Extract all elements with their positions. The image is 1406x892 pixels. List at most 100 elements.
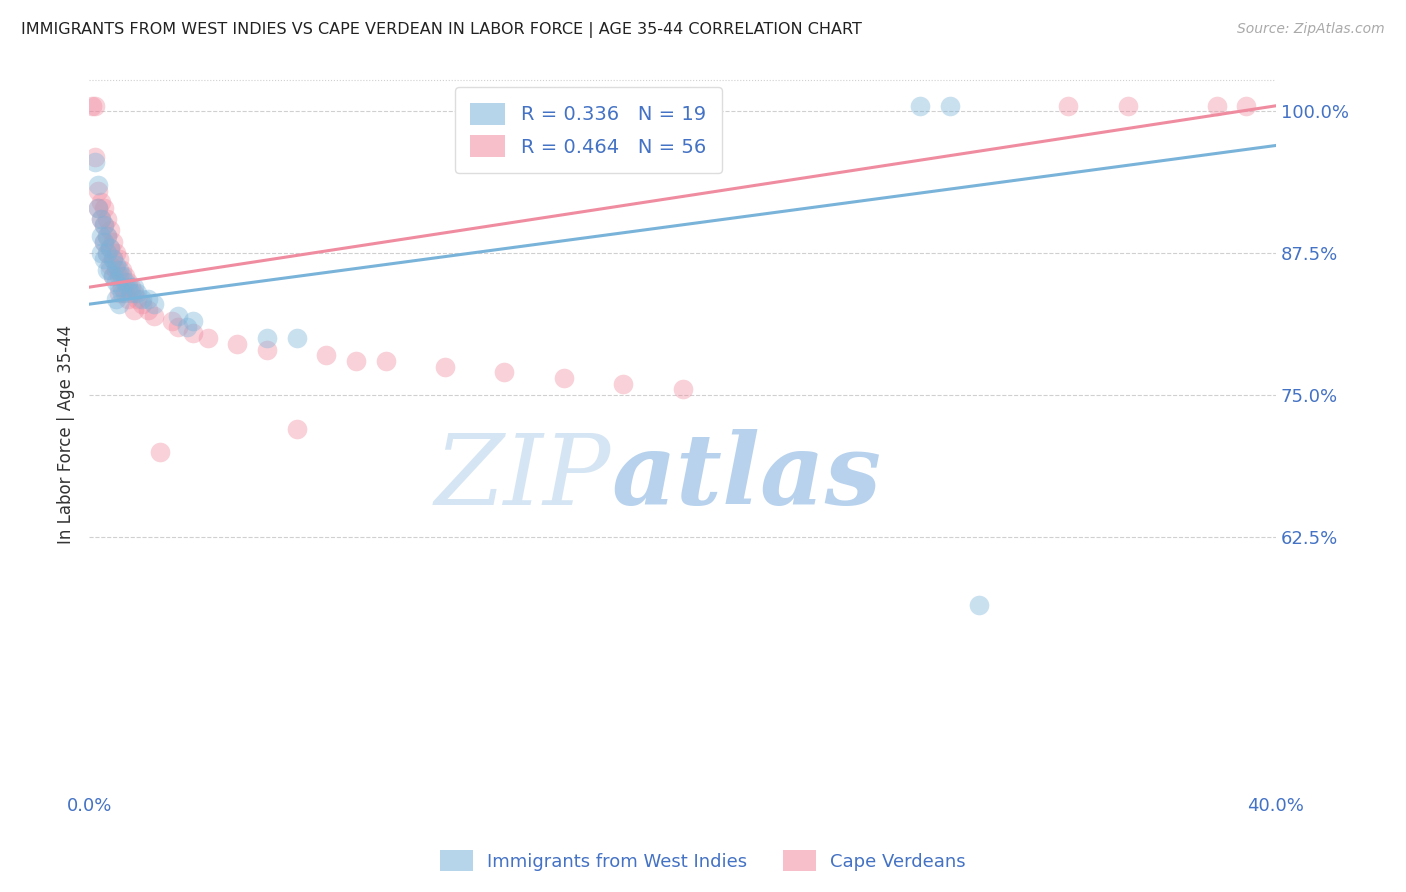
Point (285, 331, 308, 345)
Point (104, 246, 127, 260)
Point (90, 246, 112, 260)
Point (138, 302, 160, 317)
Point (256, 331, 278, 345)
Point (181, 326, 204, 340)
Point (84, 99, 107, 113)
Point (285, 422, 308, 436)
Point (143, 297, 166, 311)
Point (98, 240, 121, 254)
Point (344, 354, 367, 368)
Point (87, 201, 110, 215)
Point (107, 268, 129, 283)
Point (122, 285, 145, 300)
Point (104, 263, 127, 277)
Point (967, 598, 990, 612)
Point (84, 150, 107, 164)
Point (101, 268, 124, 283)
Point (101, 252, 124, 266)
Point (120, 280, 142, 294)
Point (434, 359, 457, 374)
Point (122, 302, 145, 317)
Point (98, 258, 121, 272)
Point (84, 155, 107, 169)
Point (908, 99, 931, 113)
Point (111, 268, 134, 283)
Point (107, 280, 129, 294)
Point (101, 252, 124, 266)
Point (138, 292, 160, 306)
Point (160, 314, 183, 328)
Point (98, 240, 121, 254)
Point (125, 285, 148, 300)
Point (111, 285, 134, 300)
Point (671, 382, 693, 396)
Point (149, 444, 172, 458)
Point (114, 268, 136, 283)
Point (1205, 99, 1227, 113)
Point (111, 263, 134, 277)
Y-axis label: In Labor Force | Age 35-44: In Labor Force | Age 35-44 (58, 325, 75, 544)
Point (90, 229, 112, 244)
Legend: Immigrants from West Indies, Cape Verdeans: Immigrants from West Indies, Cape Verdea… (433, 843, 973, 879)
Point (131, 297, 153, 311)
Point (107, 285, 129, 300)
Point (612, 376, 634, 391)
Point (117, 280, 139, 294)
Point (167, 309, 190, 323)
Point (176, 319, 198, 334)
Point (93, 235, 115, 249)
Point (107, 263, 129, 277)
Point (104, 292, 127, 306)
Point (104, 275, 127, 289)
Point (90, 212, 112, 227)
Point (98, 223, 121, 237)
Point (226, 337, 249, 351)
Point (125, 292, 148, 306)
Text: IMMIGRANTS FROM WEST INDIES VS CAPE VERDEAN IN LABOR FORCE | AGE 35-44 CORRELATI: IMMIGRANTS FROM WEST INDIES VS CAPE VERD… (21, 22, 862, 38)
Point (1057, 99, 1080, 113)
Point (90, 212, 112, 227)
Point (96, 229, 118, 244)
Point (197, 331, 219, 345)
Point (93, 252, 115, 266)
Point (80, 99, 103, 113)
Point (96, 212, 118, 227)
Point (87, 201, 110, 215)
Point (117, 275, 139, 289)
Point (114, 275, 136, 289)
Point (1234, 99, 1257, 113)
Point (93, 218, 115, 232)
Point (117, 292, 139, 306)
Point (315, 348, 337, 362)
Point (938, 99, 960, 113)
Point (96, 263, 118, 277)
Point (114, 285, 136, 300)
Point (494, 365, 516, 379)
Point (131, 292, 153, 306)
Point (107, 297, 129, 311)
Point (256, 343, 278, 357)
Point (374, 354, 396, 368)
Text: atlas: atlas (612, 429, 882, 525)
Point (93, 201, 115, 215)
Point (553, 371, 575, 385)
Point (93, 218, 115, 232)
Point (107, 252, 129, 266)
Point (96, 229, 118, 244)
Point (101, 268, 124, 283)
Point (167, 319, 190, 334)
Legend: R = 0.336   N = 19, R = 0.464   N = 56: R = 0.336 N = 19, R = 0.464 N = 56 (456, 87, 721, 173)
Point (122, 280, 145, 294)
Point (104, 258, 127, 272)
Point (120, 285, 142, 300)
Point (87, 178, 110, 193)
Point (111, 280, 134, 294)
Point (90, 195, 112, 210)
Point (87, 184, 110, 198)
Point (181, 314, 204, 328)
Point (93, 235, 115, 249)
Point (96, 246, 118, 260)
Text: Source: ZipAtlas.com: Source: ZipAtlas.com (1237, 22, 1385, 37)
Point (96, 246, 118, 260)
Point (1116, 99, 1139, 113)
